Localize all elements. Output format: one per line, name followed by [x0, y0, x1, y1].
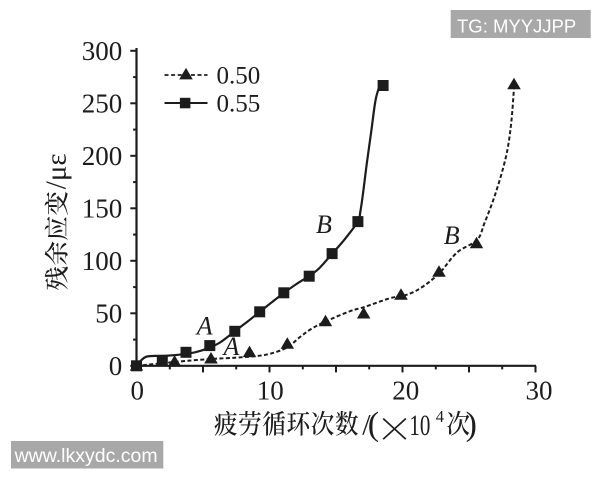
svg-text:10: 10 — [257, 376, 284, 406]
svg-text:TG: MYYJJPP: TG: MYYJJPP — [457, 15, 576, 36]
svg-text:0: 0 — [131, 376, 145, 406]
svg-text:/: / — [362, 409, 371, 442]
svg-text:300: 300 — [82, 36, 123, 66]
svg-text:A: A — [222, 332, 240, 361]
svg-text:B: B — [444, 221, 460, 250]
svg-text:150: 150 — [82, 194, 123, 224]
svg-text:/με: /με — [41, 153, 73, 189]
svg-text:50: 50 — [95, 299, 122, 329]
svg-text:30: 30 — [526, 376, 553, 406]
svg-text:100: 100 — [82, 246, 123, 276]
svg-text:B: B — [316, 210, 332, 239]
svg-text:4: 4 — [436, 407, 444, 426]
svg-text:200: 200 — [82, 141, 123, 171]
svg-text:0: 0 — [109, 351, 123, 381]
svg-text:20: 20 — [392, 376, 419, 406]
svg-text:A: A — [195, 312, 213, 341]
svg-text:10: 10 — [409, 408, 430, 442]
svg-text:www.lkxydc.com: www.lkxydc.com — [14, 445, 158, 467]
svg-text:): ) — [466, 406, 477, 443]
svg-text:0.50: 0.50 — [217, 62, 261, 89]
svg-text:0.55: 0.55 — [217, 90, 261, 117]
svg-text:250: 250 — [82, 89, 123, 119]
svg-text:(: ( — [368, 406, 379, 443]
